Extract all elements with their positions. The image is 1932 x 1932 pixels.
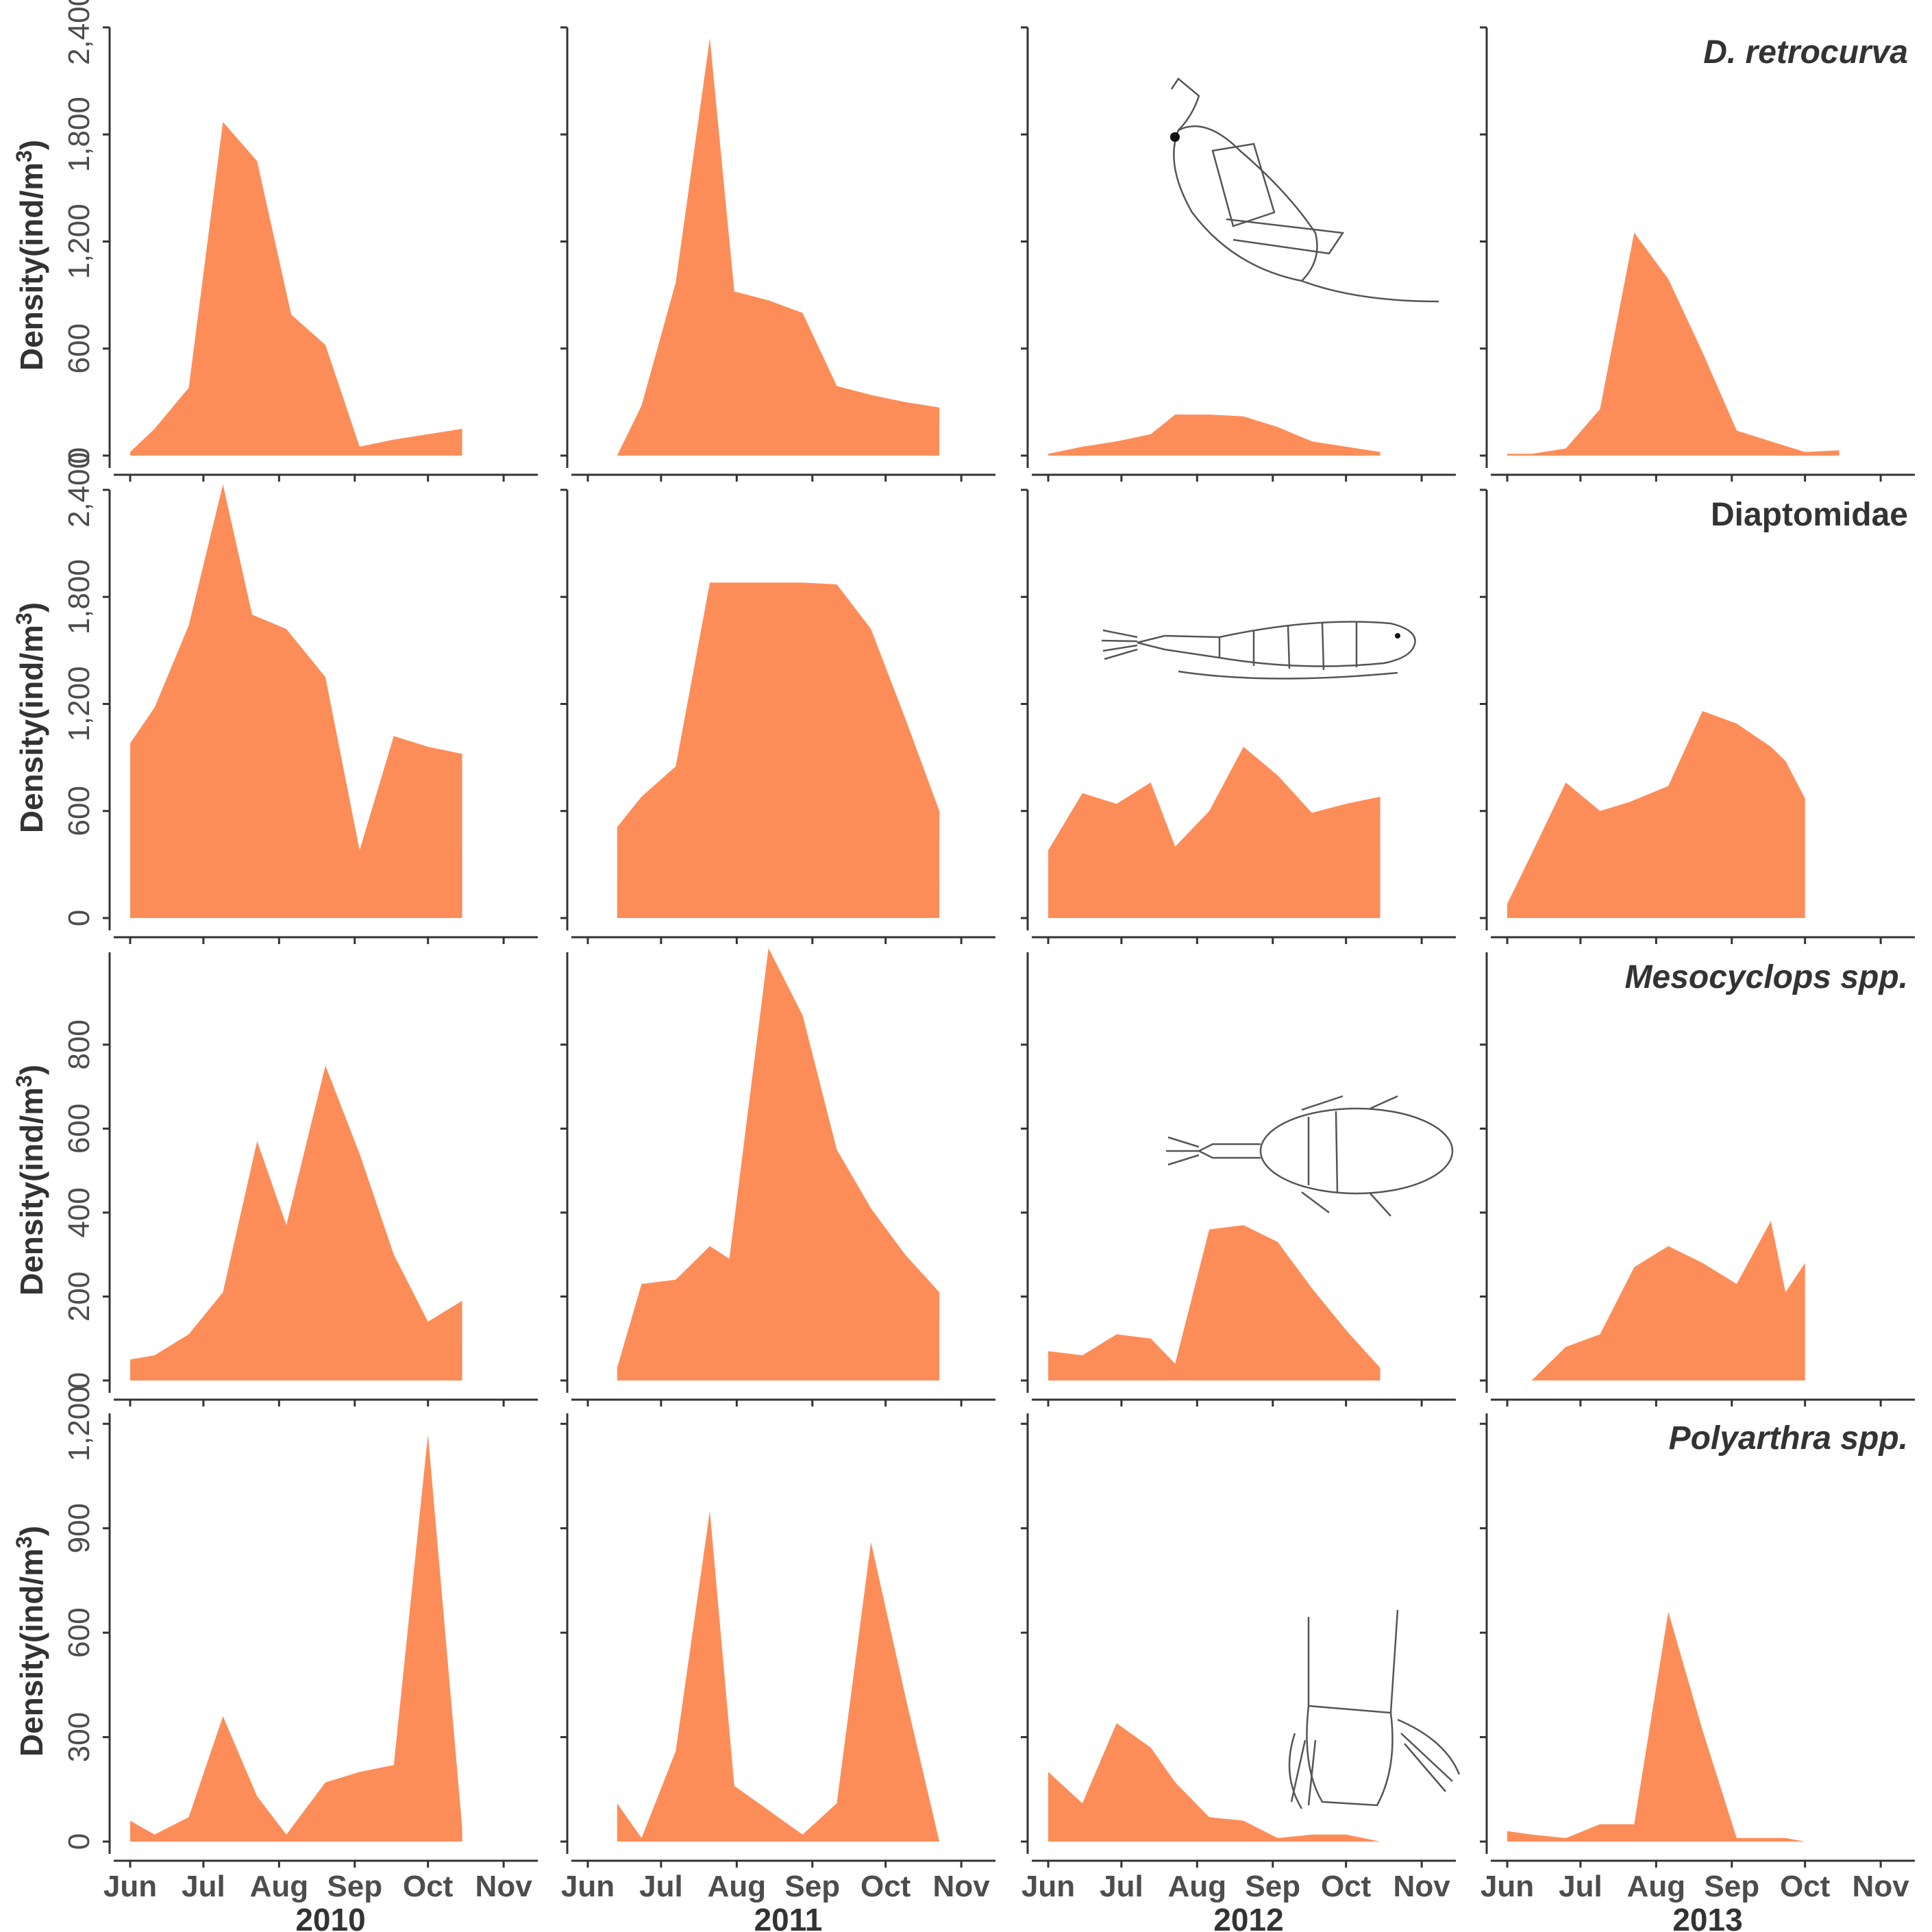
x-tick-label: Nov: [1394, 1870, 1451, 1903]
panel-2011-0: [560, 26, 995, 482]
year-label-2010: 2010: [295, 1902, 365, 1932]
y-tick-label: 1,200: [62, 203, 96, 279]
y-tick-label: 200: [62, 1272, 96, 1322]
panel-2010-2: 0 200 400 600 800: [62, 952, 538, 1407]
x-tick-label: Aug: [1627, 1870, 1686, 1903]
panel-2012-3: Jun Jul Aug Sep Oct Nov: [1021, 1413, 1456, 1903]
species-label: Diaptomidae: [1711, 497, 1908, 533]
panel-2010-3: 0 300 600 900 1,200 Jun Jul Aug Sep Oct Nov: [62, 1386, 538, 1903]
y-axis-title: Density(ind/m3): [12, 140, 49, 371]
x-tick-label: Oct: [860, 1870, 911, 1903]
x-tick-label: Jul: [1559, 1870, 1602, 1903]
area-series-2010: [130, 1065, 462, 1380]
x-tick-label: Nov: [475, 1870, 533, 1903]
area-series-2012: [1048, 1723, 1380, 1842]
x-tick-label: Aug: [708, 1870, 767, 1903]
y-axis-title: Density(ind/m3): [12, 602, 49, 833]
y-tick-label: 600: [62, 1104, 96, 1154]
y-tick-label: 1,800: [62, 559, 96, 634]
panel-2011-1: [560, 488, 995, 944]
area-series-2011: [617, 582, 940, 918]
area-series-2011: [617, 948, 940, 1380]
panel-2011-3: Jun Jul Aug Sep Oct Nov: [560, 1413, 995, 1903]
x-tick-label: Aug: [1168, 1870, 1227, 1903]
area-series-2013: [1507, 232, 1840, 456]
x-tick-label: Nov: [933, 1870, 991, 1903]
y-tick-label: 600: [62, 786, 96, 836]
y-tick-label: 0: [62, 1833, 96, 1850]
y-tick-label: 1,200: [62, 666, 96, 741]
panel-2010-0: 0 600 1,200 1,800 2,400: [62, 0, 538, 482]
x-tick-label: Jun: [103, 1870, 157, 1903]
y-tick-label: 300: [62, 1712, 96, 1762]
y-axis-title: Density(ind/m3): [12, 1526, 49, 1757]
panel-2013-2: [1480, 952, 1915, 1407]
x-tick-label: Nov: [1853, 1870, 1910, 1903]
panel-2013-3: Jun Jul Aug Sep Oct Nov: [1480, 1413, 1915, 1903]
y-tick-label: 1,800: [62, 97, 96, 172]
panel-2012-1: [1021, 488, 1456, 944]
y-tick-label: 0: [62, 447, 96, 464]
species-labels: D. retrocurva Diaptomidae Mesocyclops spp.…: [1625, 34, 1908, 1457]
area-series-2013: [1507, 1221, 1805, 1380]
x-tick-label: Oct: [1321, 1870, 1372, 1903]
panel-2012-2: [1021, 952, 1456, 1407]
mesocyclops-copepod-icon: [1166, 1095, 1454, 1217]
area-series-2010: [130, 484, 462, 918]
panel-2010-1: 0 600 1,200 1,800 2,400: [62, 452, 538, 944]
diaptomus-copepod-icon: [1101, 621, 1416, 680]
y-axis-title: Density(ind/m3): [12, 1065, 49, 1296]
species-label: Mesocyclops spp.: [1625, 959, 1908, 995]
x-tick-label: Jul: [639, 1870, 683, 1903]
year-label-2013: 2013: [1672, 1902, 1742, 1932]
y-tick-label: 2,400: [62, 0, 96, 65]
panel-2013-0: [1480, 26, 1915, 482]
area-series-2012: [1048, 1225, 1380, 1380]
area-series-2010: [130, 122, 462, 456]
x-tick-label: Jul: [182, 1870, 225, 1903]
x-tick-label: Jul: [1100, 1870, 1143, 1903]
panel-2011-2: [560, 948, 995, 1407]
year-label-2012: 2012: [1213, 1902, 1283, 1932]
area-series-2013: [1507, 710, 1805, 918]
x-tick-label: Sep: [1704, 1870, 1759, 1903]
x-tick-label: Jun: [1481, 1870, 1534, 1903]
area-series-2010: [130, 1434, 462, 1842]
x-tick-label: Sep: [327, 1870, 382, 1903]
x-tick-label: Jun: [561, 1870, 615, 1903]
year-labels: 2010 2011 2012 2013: [295, 1902, 1742, 1932]
panel-2012-0: [1021, 26, 1456, 482]
y-axis-titles: Density(ind/m3) Density(ind/m3) Density(in…: [12, 140, 49, 1757]
y-tick-label: 2,400: [62, 452, 96, 528]
area-series-2012: [1048, 747, 1380, 918]
area-series-2011: [617, 38, 940, 456]
daphnia-icon: [1170, 77, 1439, 303]
y-tick-label: 0: [62, 910, 96, 926]
x-tick-label: Sep: [784, 1870, 840, 1903]
chart-panels: 06001,2001,8002,40006001,2001,8002,40002…: [62, 0, 1915, 1903]
x-tick-label: Jun: [1021, 1870, 1075, 1903]
area-series-2012: [1048, 414, 1380, 456]
species-label: D. retrocurva: [1703, 34, 1908, 71]
y-tick-label: 600: [62, 323, 96, 373]
x-tick-label: Sep: [1245, 1870, 1300, 1903]
year-label-2011: 2011: [754, 1902, 823, 1932]
y-tick-label: 900: [62, 1503, 96, 1553]
x-tick-label: Oct: [1780, 1870, 1831, 1903]
species-label: Polyarthra spp.: [1669, 1420, 1908, 1457]
y-tick-label: 800: [62, 1019, 96, 1069]
polyarthra-rotifer-icon: [1288, 1609, 1461, 1809]
x-tick-label: Aug: [250, 1870, 309, 1903]
y-tick-label: 400: [62, 1187, 96, 1237]
area-series-2013: [1507, 1611, 1805, 1842]
y-tick-label: 600: [62, 1607, 96, 1657]
area-series-2011: [617, 1511, 940, 1842]
panel-2013-1: [1480, 488, 1915, 944]
x-tick-label: Oct: [403, 1870, 454, 1903]
y-tick-label: 1,200: [62, 1386, 96, 1461]
y-tick-label: 0: [62, 1372, 96, 1389]
